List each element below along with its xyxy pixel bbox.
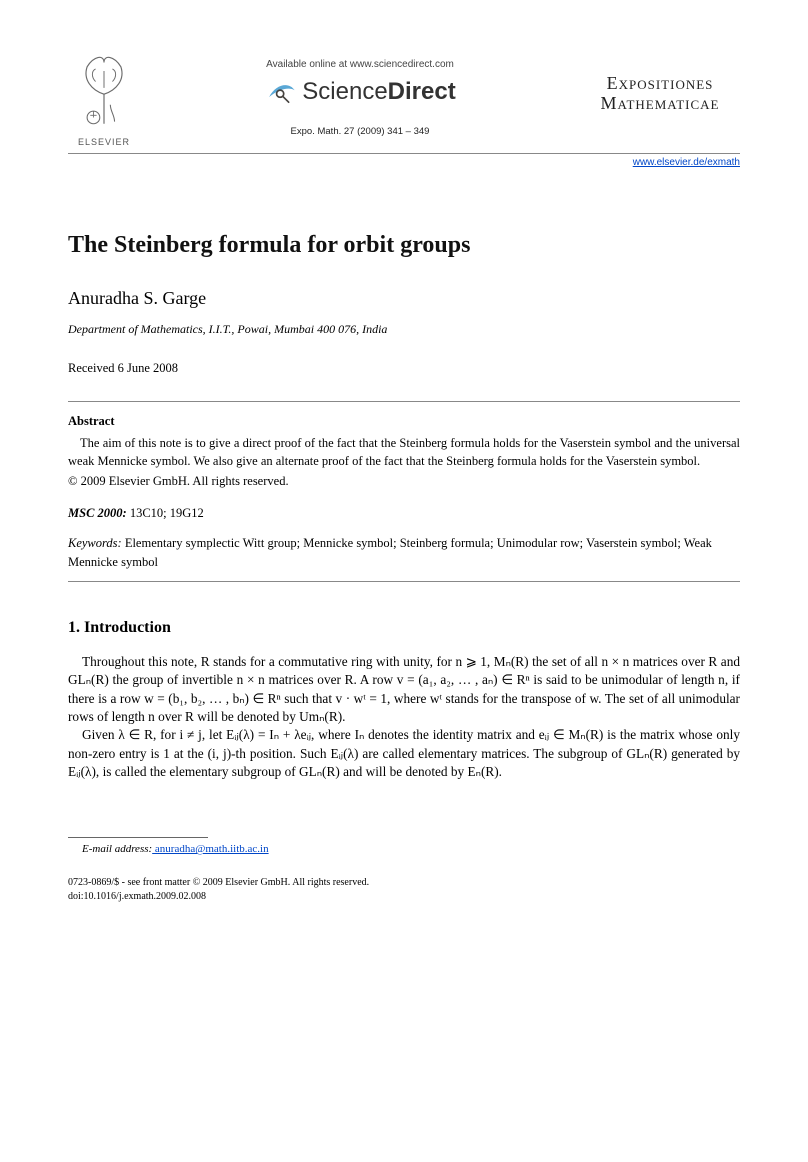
email-footnote: E-mail address: anuradha@math.iitb.ac.in xyxy=(68,842,740,858)
keywords-text: Elementary symplectic Witt group; Mennic… xyxy=(68,536,712,568)
msc-line: MSC 2000: 13C10; 19G12 xyxy=(68,504,740,522)
journal-name-line2: Mathematicae xyxy=(580,94,740,114)
section-1-para-2: Given λ ∈ R, for i ≠ j, let Eᵢⱼ(λ) = Iₙ … xyxy=(68,726,740,781)
abstract-copyright: © 2009 Elsevier GmbH. All rights reserve… xyxy=(68,472,740,490)
abstract-bottom-rule xyxy=(68,581,740,582)
citation-line: Expo. Math. 27 (2009) 341 – 349 xyxy=(140,125,580,139)
author-affiliation: Department of Mathematics, I.I.T., Powai… xyxy=(68,321,740,338)
author-name: Anuradha S. Garge xyxy=(68,285,740,311)
sciencedirect-box: Available online at www.sciencedirect.co… xyxy=(140,52,580,139)
header-row: ELSEVIER Available online at www.science… xyxy=(68,52,740,149)
abstract-top-rule xyxy=(68,401,740,402)
front-matter-line1: 0723-0869/$ - see front matter © 2009 El… xyxy=(68,876,740,890)
journal-link-row: www.elsevier.de/exmath xyxy=(68,156,740,171)
sd-word-direct: Direct xyxy=(388,78,456,105)
article-title: The Steinberg formula for orbit groups xyxy=(68,228,740,263)
email-label: E-mail address: xyxy=(82,843,152,855)
elsevier-tree-icon xyxy=(72,52,136,128)
section-1-para-1: Throughout this note, R stands for a com… xyxy=(68,653,740,726)
abstract-text: The aim of this note is to give a direct… xyxy=(68,434,740,470)
msc-label: MSC 2000: xyxy=(68,506,127,520)
section-1-heading: 1. Introduction xyxy=(68,616,740,639)
journal-name-line1: Expositiones xyxy=(580,74,740,94)
sd-available-text: Available online at www.sciencedirect.co… xyxy=(140,58,580,73)
footnote-rule xyxy=(68,837,208,838)
author-email-link[interactable]: anuradha@math.iitb.ac.in xyxy=(152,843,268,855)
elsevier-wordmark: ELSEVIER xyxy=(68,136,140,149)
doi-line: doi:10.1016/j.exmath.2009.02.008 xyxy=(68,890,740,904)
sd-wordmark: ScienceDirect xyxy=(302,75,455,110)
journal-homepage-link[interactable]: www.elsevier.de/exmath xyxy=(633,157,740,168)
keywords-label: Keywords: xyxy=(68,536,122,550)
keywords-line: Keywords: Elementary symplectic Witt gro… xyxy=(68,534,740,570)
sd-logo-row: ScienceDirect xyxy=(140,75,580,110)
abstract-heading: Abstract xyxy=(68,412,740,430)
journal-title-box: Expositiones Mathematicae xyxy=(580,52,740,114)
front-matter-block: 0723-0869/$ - see front matter © 2009 El… xyxy=(68,876,740,903)
elsevier-logo-box: ELSEVIER xyxy=(68,52,140,149)
sciencedirect-swish-icon xyxy=(264,75,298,109)
msc-codes: 13C10; 19G12 xyxy=(127,506,204,520)
header-rule xyxy=(68,153,740,154)
sd-word-science: Science xyxy=(302,78,387,105)
received-date: Received 6 June 2008 xyxy=(68,359,740,377)
